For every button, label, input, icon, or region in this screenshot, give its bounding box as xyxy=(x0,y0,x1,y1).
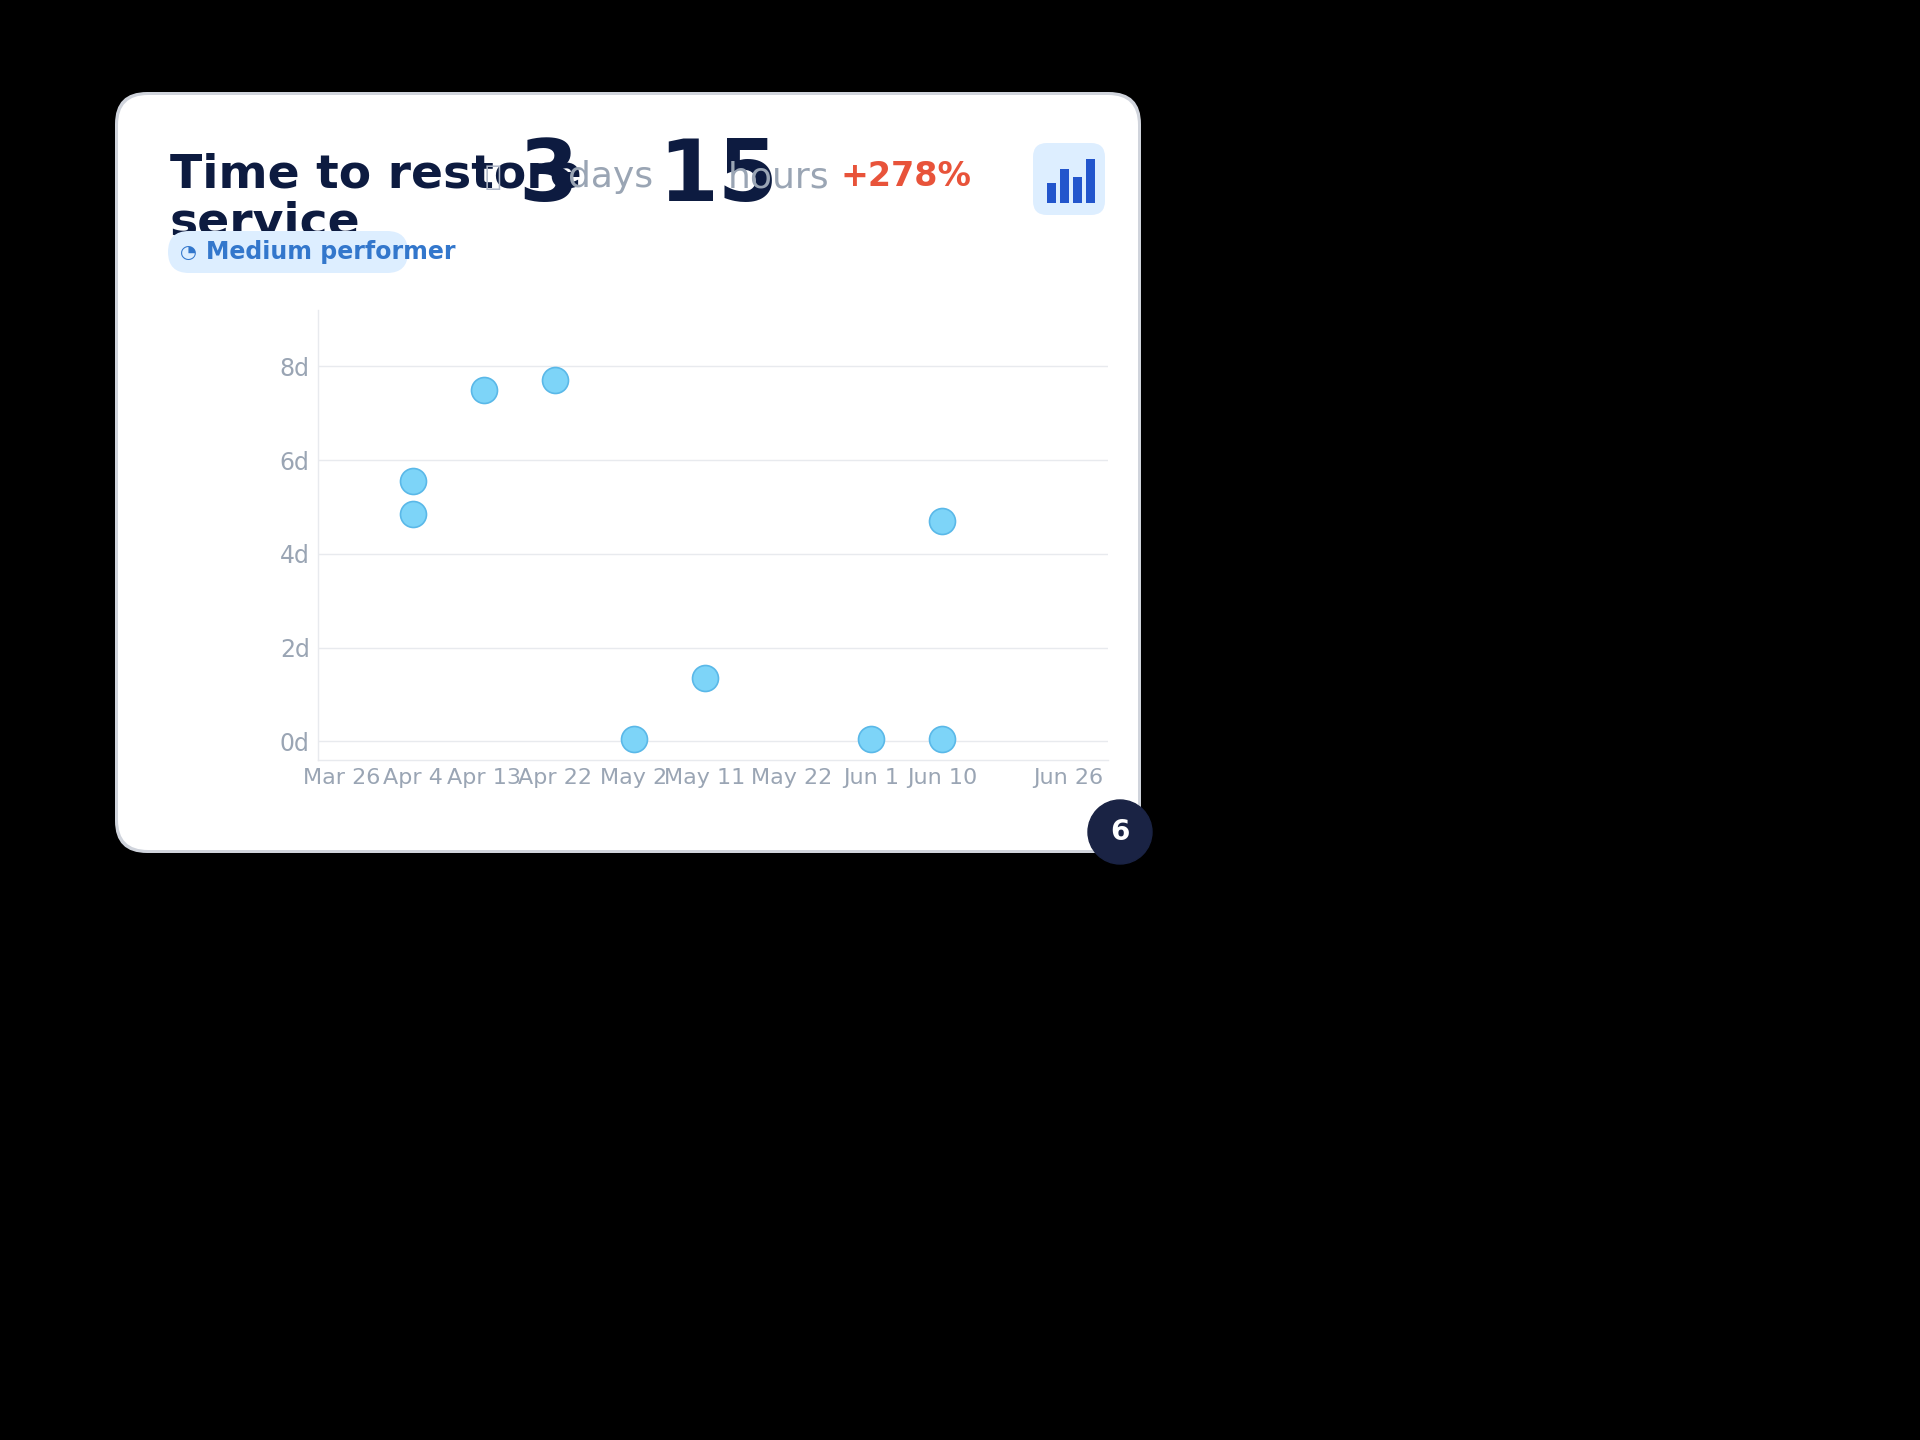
Point xyxy=(468,379,499,402)
Text: days: days xyxy=(568,160,653,194)
FancyBboxPatch shape xyxy=(117,95,1139,850)
Point xyxy=(397,469,428,492)
Text: ⓘ: ⓘ xyxy=(484,163,501,192)
Text: 6: 6 xyxy=(1110,818,1129,845)
Point xyxy=(540,369,570,392)
Text: service: service xyxy=(171,202,361,246)
Point xyxy=(856,727,887,750)
Point xyxy=(689,667,720,690)
Bar xyxy=(1087,158,1094,203)
Bar xyxy=(1046,183,1056,203)
FancyBboxPatch shape xyxy=(169,230,407,274)
Text: Medium performer: Medium performer xyxy=(205,240,455,264)
Text: 15: 15 xyxy=(659,135,778,219)
Point xyxy=(927,727,958,750)
Bar xyxy=(1073,177,1083,203)
FancyBboxPatch shape xyxy=(115,92,1140,852)
Circle shape xyxy=(1089,801,1152,864)
Text: Time to restore: Time to restore xyxy=(171,153,582,197)
FancyBboxPatch shape xyxy=(1033,143,1106,215)
Text: ◔: ◔ xyxy=(179,242,196,262)
Text: hours: hours xyxy=(728,160,829,194)
Point xyxy=(618,727,649,750)
Text: +278%: +278% xyxy=(841,160,972,193)
Point xyxy=(397,503,428,526)
Bar xyxy=(1060,168,1069,203)
Text: 3: 3 xyxy=(518,135,578,219)
Point xyxy=(927,510,958,533)
